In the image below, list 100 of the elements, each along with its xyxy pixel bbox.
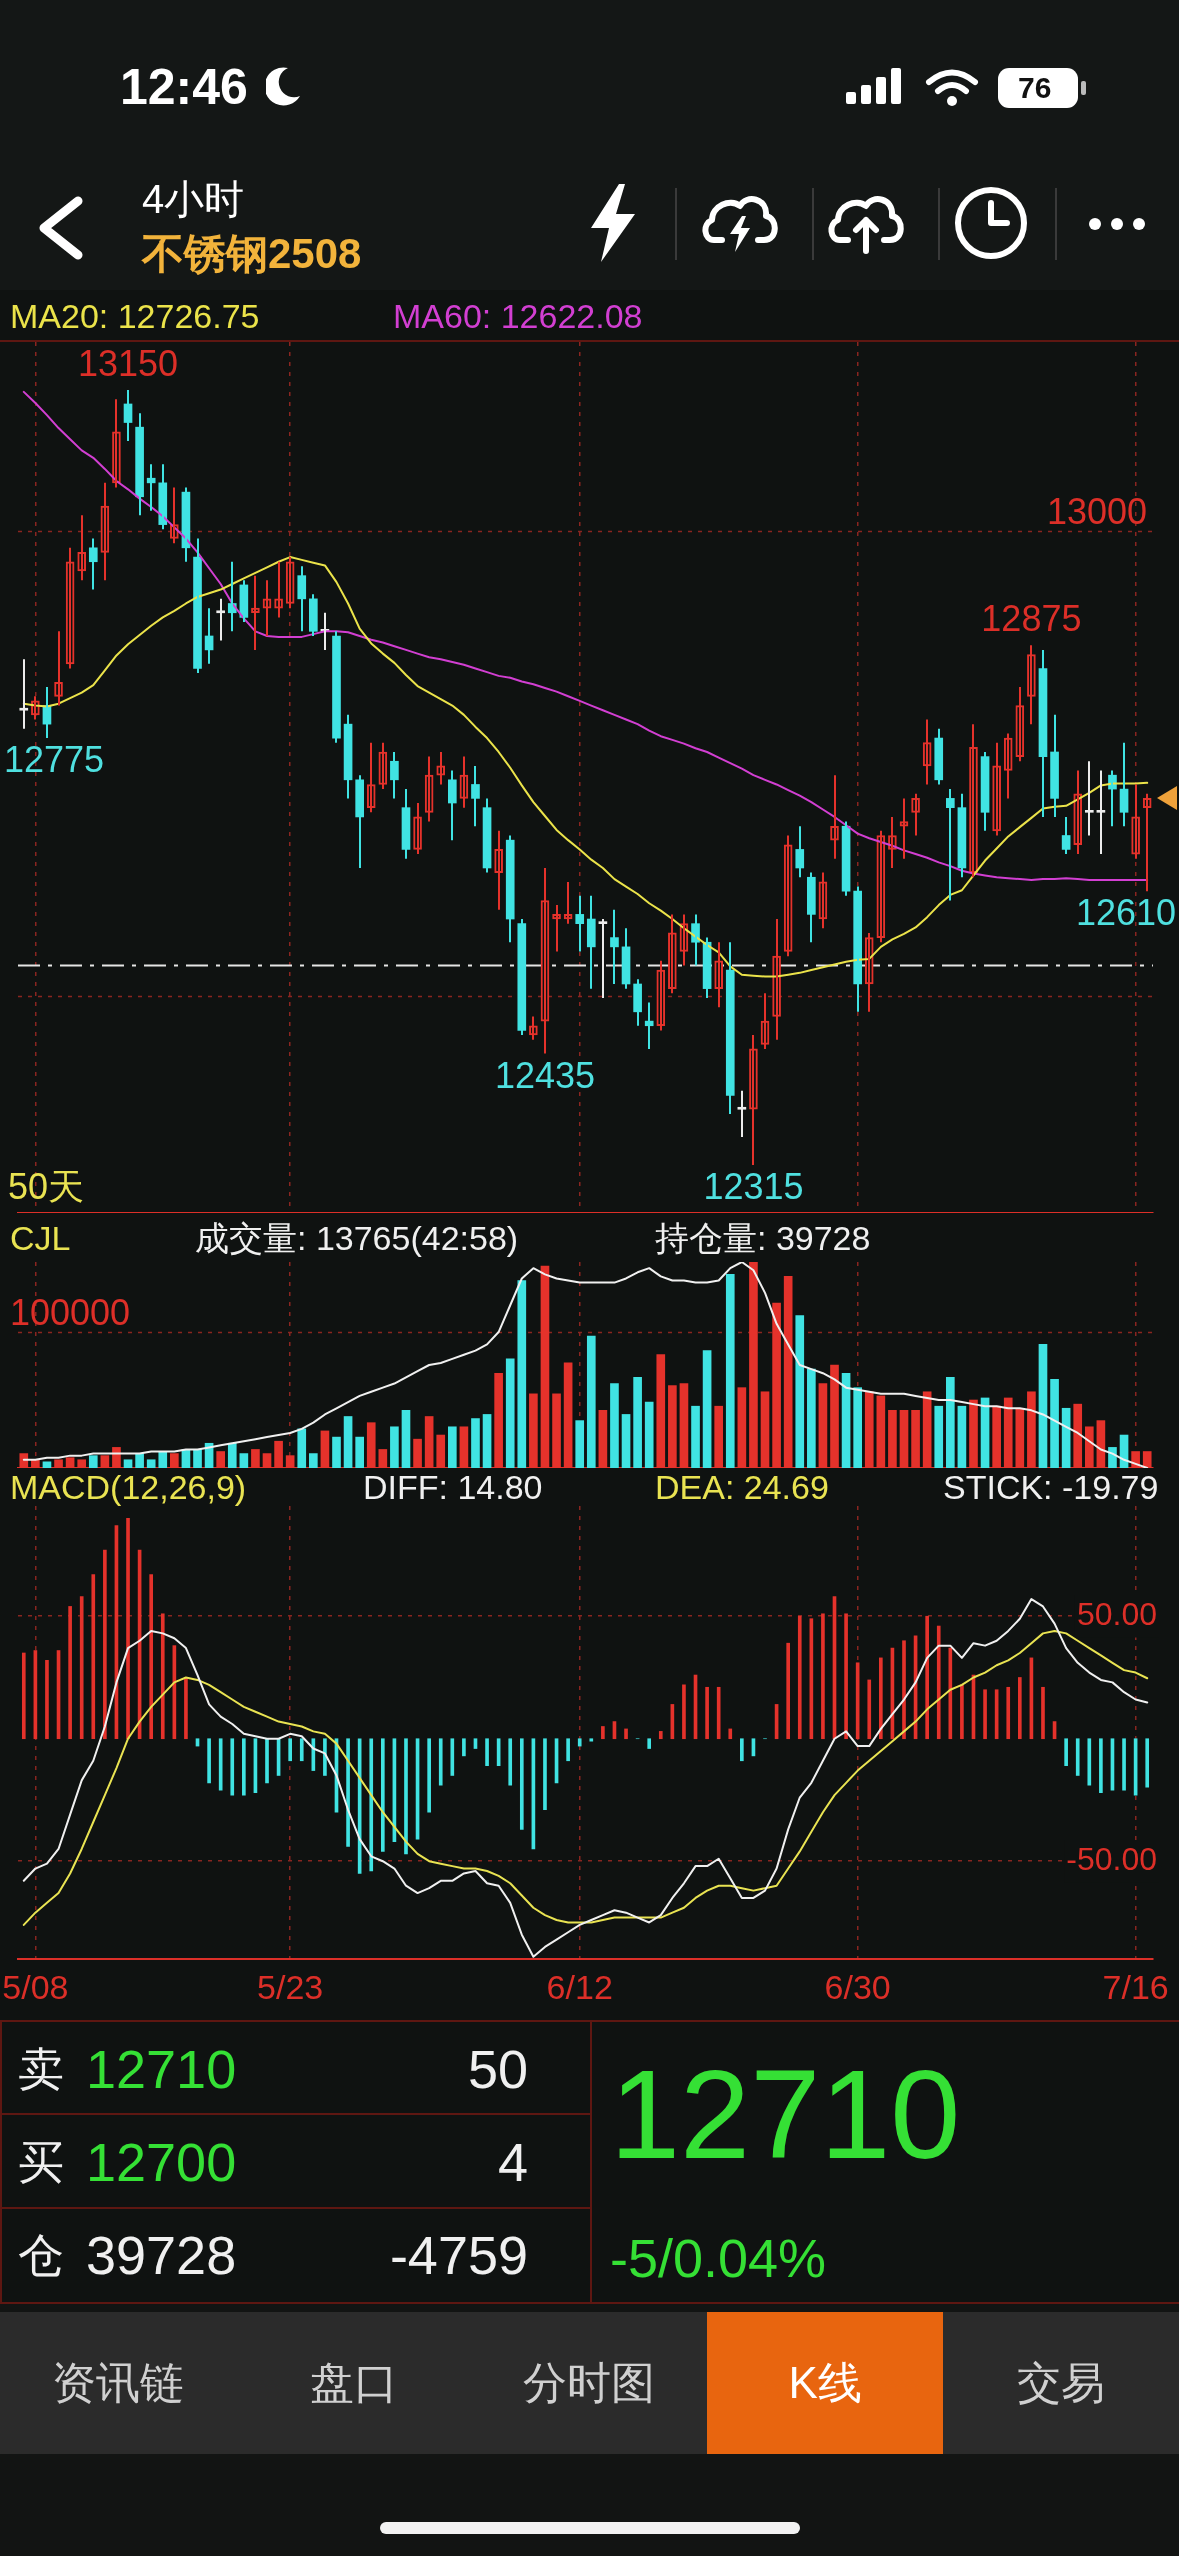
bar [184, 1677, 188, 1740]
bar [227, 1442, 237, 1468]
text: K线 [788, 2358, 862, 2407]
x-tick-label: 5/23 [257, 1967, 324, 2006]
annotation: 13000 [1046, 491, 1147, 533]
bar [702, 1350, 712, 1468]
bar [1017, 1677, 1022, 1740]
bar [123, 1459, 133, 1468]
bar [577, 1738, 582, 1747]
bar [482, 1414, 492, 1468]
text: 交易 [1017, 2358, 1106, 2407]
bar [68, 1606, 72, 1740]
text: 50天 [8, 1165, 85, 1207]
bar [508, 1738, 513, 1786]
annotation: STICK: -19.79 [943, 1467, 1159, 1507]
bar [517, 1280, 527, 1468]
bar [427, 1738, 431, 1813]
annotation: 12875 [981, 598, 1082, 640]
text: -4759 [389, 2225, 528, 2286]
bar [207, 1738, 211, 1784]
bar [79, 1596, 84, 1740]
text: 买 [18, 2135, 64, 2188]
bar [88, 1455, 98, 1468]
bar [716, 1686, 721, 1740]
bar [447, 1426, 457, 1468]
bar [332, 1436, 341, 1468]
bar [682, 1684, 686, 1740]
bar [42, 1461, 52, 1468]
bar [786, 1642, 791, 1740]
x-tick-label: 7/16 [1102, 1967, 1169, 2006]
text: 不锈钢2508 [142, 230, 362, 277]
text: 仓 [18, 2229, 64, 2282]
text: MA60: 12622.08 [393, 296, 643, 336]
bar [462, 1738, 466, 1757]
bar [1099, 1738, 1103, 1793]
bar [126, 1517, 130, 1740]
text: 卖 [18, 2042, 64, 2095]
x-tick-label: 6/30 [824, 1967, 891, 2006]
bar [390, 1426, 399, 1468]
chart-title: MACD(12,26,9) [10, 1467, 247, 1507]
bar [795, 1315, 805, 1468]
bar [610, 1383, 619, 1468]
bar [879, 1657, 883, 1740]
bar [586, 1335, 596, 1468]
bar [543, 1738, 547, 1811]
bar [519, 1738, 524, 1830]
bar [1122, 1738, 1126, 1791]
bar [218, 1738, 223, 1791]
bar [867, 1679, 872, 1740]
bar [404, 1738, 408, 1855]
text: DEA: 24.69 [655, 1467, 829, 1507]
text: 12700 [86, 2131, 237, 2192]
bar [1006, 1686, 1011, 1740]
bar [323, 1738, 327, 1776]
bar [691, 1405, 700, 1468]
chart-subtitle: 成交量: 13765(42:58) [195, 1217, 519, 1258]
bar [658, 1731, 663, 1740]
bar [983, 1689, 987, 1740]
bar [957, 1405, 967, 1468]
bar [193, 1449, 202, 1468]
bar [21, 1652, 26, 1740]
bar [633, 1377, 642, 1468]
text: 分时图 [523, 2358, 656, 2407]
bar [841, 1372, 851, 1468]
text: 12710 [86, 2038, 237, 2099]
bar [160, 1613, 165, 1740]
bar [149, 1574, 154, 1740]
text: 12315 [703, 1165, 804, 1207]
text: 13150 [77, 342, 179, 384]
text: -5/0.04% [610, 2228, 827, 2288]
chart-title: CJL [10, 1217, 71, 1258]
bar [1038, 1344, 1048, 1468]
bar [239, 1453, 249, 1468]
bar [380, 1738, 385, 1852]
annotation: 12775 [4, 738, 105, 780]
bar [343, 1416, 353, 1468]
bar [265, 1738, 269, 1784]
candlestick [216, 597, 226, 642]
bar [369, 1738, 374, 1872]
y-tick-label: -50.00 [1066, 1841, 1157, 1878]
series-label: 持仓量: 39728 [655, 1217, 871, 1258]
text: 4小时 [142, 177, 245, 221]
bar [1075, 1738, 1080, 1776]
bar [821, 1613, 825, 1740]
bar [902, 1640, 906, 1740]
bar [450, 1738, 455, 1776]
bar [945, 1377, 955, 1468]
bar [948, 1647, 953, 1740]
bar [807, 1368, 816, 1468]
text: 资讯链 [51, 2358, 184, 2407]
y-tick-label: 50.00 [1076, 1596, 1157, 1633]
bar [925, 1615, 929, 1740]
bar [934, 1405, 944, 1468]
bar [401, 1409, 411, 1468]
bar [853, 1387, 862, 1468]
bar [471, 1418, 480, 1468]
bar [647, 1738, 652, 1749]
bar [589, 1738, 594, 1742]
text: 12710 [610, 2044, 961, 2185]
bar [725, 1274, 735, 1468]
